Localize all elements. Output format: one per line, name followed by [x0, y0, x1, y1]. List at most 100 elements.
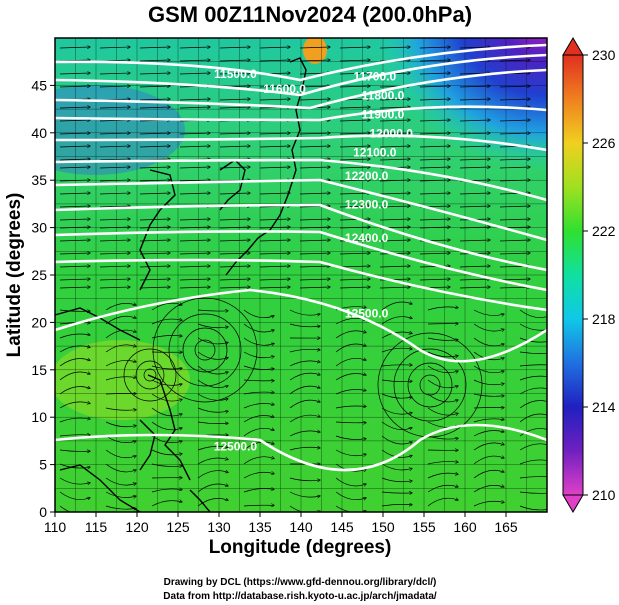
- streamline-arrow: [105, 407, 136, 410]
- streamline-arrow: [381, 393, 412, 398]
- streamline-arrow: [499, 133, 530, 134]
- x-tick-label: 160: [453, 519, 477, 535]
- colorbar-tick-label: 230: [592, 47, 616, 63]
- streamline-arrow: [197, 365, 228, 374]
- streamline-arrow: [219, 107, 250, 108]
- streamline-arrow: [339, 219, 370, 220]
- streamline-arrow: [381, 477, 412, 482]
- streamline-arrow: [339, 159, 370, 160]
- streamline-arrow: [59, 133, 90, 134]
- credit-drawing: Drawing by DCL (https://www.gfd-dennou.o…: [164, 577, 437, 588]
- contour-label: 12000.0: [370, 127, 414, 141]
- coastlines: [55, 57, 307, 512]
- streamline-arrow: [139, 193, 170, 194]
- streamline-vortex: [123, 348, 177, 402]
- y-tick-label: 20: [31, 314, 47, 330]
- streamline-arrow: [335, 449, 366, 456]
- streamline-arrow: [381, 332, 412, 339]
- warm-spot: [303, 38, 327, 64]
- x-axis-label: Longitude (degrees): [209, 537, 392, 558]
- streamline-arrow: [259, 146, 290, 147]
- streamline-arrow: [59, 477, 90, 484]
- streamline-arrow: [473, 379, 504, 385]
- streamline-arrow: [139, 133, 170, 134]
- streamline-arrow: [219, 266, 250, 267]
- streamline-arrow: [335, 491, 366, 500]
- x-tick-label: 155: [412, 519, 436, 535]
- streamline-arrow: [519, 401, 547, 409]
- streamline-arrow: [59, 146, 90, 147]
- streamline-arrow: [339, 287, 370, 288]
- streamline-arrow: [339, 47, 370, 48]
- streamline-arrow: [179, 279, 210, 280]
- streamline-arrow: [99, 240, 130, 241]
- streamline-arrow: [519, 477, 547, 478]
- streamline-arrow: [59, 167, 90, 168]
- streamline-arrow: [59, 193, 90, 194]
- streamline-arrow: [473, 365, 504, 373]
- streamline-arrow: [197, 337, 228, 344]
- streamline-arrow: [419, 99, 450, 100]
- streamline-arrow: [151, 319, 182, 325]
- streamline-arrow: [259, 86, 290, 87]
- streamline-arrow: [299, 287, 330, 288]
- streamline-arrow: [335, 373, 366, 381]
- streamline-arrow: [179, 60, 210, 61]
- streamline-vortex: [152, 297, 258, 403]
- streamline-arrow: [105, 477, 136, 485]
- streamline-arrow: [473, 309, 504, 315]
- streamline-arrow: [59, 418, 90, 423]
- streamline-arrow: [381, 380, 412, 382]
- streamline-arrow: [219, 146, 250, 147]
- streamline-arrow: [59, 219, 90, 220]
- streamline-arrow: [419, 219, 450, 220]
- streamline-arrow: [219, 219, 250, 220]
- streamline-vortex: [377, 332, 483, 438]
- streamline-arrow: [299, 133, 330, 134]
- streamline-arrow: [473, 393, 504, 396]
- streamline-arrow: [99, 73, 130, 74]
- streamline-arrow: [243, 489, 274, 493]
- streamline-arrow: [197, 379, 228, 388]
- colorbar-top-arrow: [562, 37, 584, 56]
- streamline-arrow: [179, 266, 210, 267]
- x-tick-label: 165: [494, 519, 518, 535]
- streamline-arrow: [151, 379, 182, 385]
- streamline-arrow: [473, 430, 504, 437]
- streamline-arrow: [259, 193, 290, 194]
- streamline-arrow: [499, 287, 530, 288]
- streamline-arrow: [499, 240, 530, 241]
- streamline-arrow: [335, 389, 366, 395]
- streamline-arrow: [339, 253, 370, 254]
- streamline-arrow: [243, 337, 274, 345]
- contour-label: 11600.0: [263, 82, 306, 96]
- streamline-arrow: [243, 442, 274, 451]
- streamline-arrow: [179, 47, 210, 48]
- streamline-arrow: [427, 307, 458, 311]
- streamline-arrow: [299, 86, 330, 87]
- streamline-arrow: [335, 344, 366, 353]
- streamline-arrow: [519, 388, 547, 395]
- colorbar-tick-label: 210: [592, 487, 616, 503]
- streamline-arrow: [59, 86, 90, 87]
- contour-label: 12200.0: [345, 169, 389, 183]
- streamline-arrow: [339, 279, 370, 280]
- streamline-arrow: [99, 86, 130, 87]
- streamline-arrow: [519, 352, 547, 354]
- streamline-arrow: [381, 435, 412, 444]
- streamline-arrow: [339, 86, 370, 87]
- streamline-arrow: [299, 146, 330, 147]
- streamline-arrow: [289, 386, 320, 395]
- streamline-arrow: [259, 60, 290, 61]
- streamline-arrow: [339, 73, 370, 74]
- streamline-arrow: [179, 253, 210, 254]
- streamline-vortex: [407, 362, 453, 408]
- streamline-arrow: [259, 47, 290, 48]
- streamline-vortex: [182, 327, 228, 373]
- contour-label: 12500.0: [345, 307, 389, 321]
- streamline-arrow: [99, 146, 130, 147]
- streamline-arrow: [99, 219, 130, 220]
- streamline-arrow: [419, 73, 450, 74]
- x-axis-ticks: 110 115 120 125 130 135 140 145 150 155 160 165: [44, 512, 518, 535]
- streamline-arrow: [243, 365, 274, 370]
